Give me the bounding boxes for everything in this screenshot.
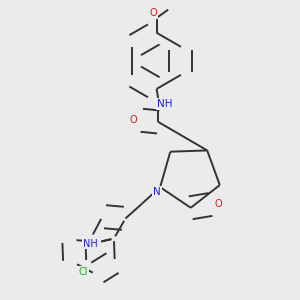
- Text: N: N: [153, 187, 161, 197]
- Text: O: O: [130, 115, 137, 125]
- Text: NH: NH: [157, 99, 172, 109]
- Text: NH: NH: [82, 238, 97, 248]
- Text: Cl: Cl: [79, 267, 88, 277]
- Text: O: O: [149, 8, 157, 18]
- Text: O: O: [215, 200, 223, 209]
